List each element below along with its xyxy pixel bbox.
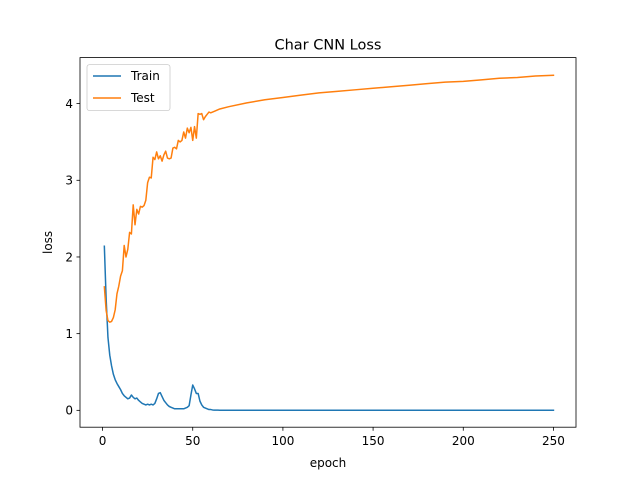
plot-frame bbox=[79, 57, 577, 428]
y-tick-label: 0 bbox=[65, 404, 73, 418]
x-axis-ticks: 0 50 100 150 200 250 bbox=[99, 427, 565, 448]
chart-title: Char CNN Loss bbox=[274, 38, 381, 54]
series-lines bbox=[103, 74, 555, 411]
series-line-train bbox=[103, 245, 555, 411]
legend-train-label: Train bbox=[130, 69, 160, 83]
y-axis-label: loss bbox=[41, 231, 55, 254]
y-axis-ticks: 0 1 2 3 4 bbox=[65, 97, 80, 418]
y-tick-label: 1 bbox=[65, 327, 73, 341]
y-tick-label: 2 bbox=[65, 250, 73, 264]
x-tick-label: 200 bbox=[452, 434, 475, 448]
legend: Train Test bbox=[86, 64, 171, 111]
x-tick-label: 250 bbox=[542, 434, 565, 448]
x-tick-label: 150 bbox=[362, 434, 385, 448]
x-tick-label: 0 bbox=[99, 434, 107, 448]
series-line-test bbox=[103, 74, 555, 323]
x-tick-label: 50 bbox=[185, 434, 200, 448]
y-tick-label: 3 bbox=[65, 174, 73, 188]
x-tick-label: 100 bbox=[271, 434, 294, 448]
y-tick-label: 4 bbox=[65, 97, 73, 111]
plot-area bbox=[80, 57, 576, 428]
x-axis-label: epoch bbox=[310, 456, 347, 470]
legend-test-label: Test bbox=[130, 91, 155, 105]
